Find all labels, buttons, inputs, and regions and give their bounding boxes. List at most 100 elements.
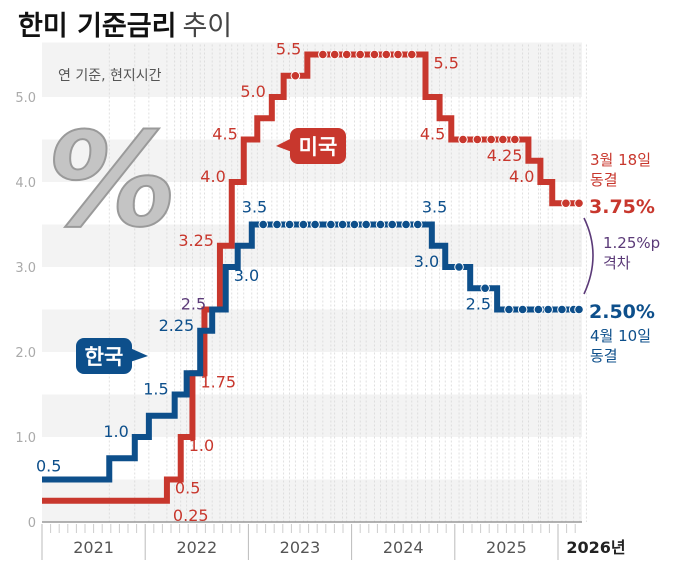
- y-axis: 0 1.0 2.0 3.0 4.0 5.0: [15, 91, 36, 531]
- korea-callout: 한국: [76, 338, 148, 374]
- rate-label: 4.0: [200, 167, 225, 186]
- y-tick-label: 2.0: [15, 346, 36, 361]
- korea-hold-dot: [412, 219, 423, 230]
- svg-text:%: %: [47, 104, 177, 256]
- band: [42, 394, 582, 437]
- us-hold-dot: [393, 49, 403, 60]
- y-tick-label: 4.0: [15, 176, 36, 191]
- title-light: 추이: [182, 11, 232, 42]
- korea-hold-dot: [557, 304, 567, 315]
- korea-hold-dot: [337, 219, 348, 230]
- us-hold-dot: [329, 49, 340, 60]
- gap-bracket: [583, 217, 594, 295]
- rate-label: 3.25: [178, 231, 214, 250]
- y-tick-label: 3.0: [15, 261, 36, 276]
- korea-hold-dot: [361, 219, 371, 230]
- korea-rate-line: [42, 221, 582, 483]
- rate-label: 4.5: [420, 125, 445, 144]
- y-tick-label: 1.0: [15, 431, 36, 446]
- korea-hold-dot: [272, 219, 282, 230]
- us-hold-dot: [486, 134, 496, 145]
- korea-hold-dot: [258, 219, 269, 230]
- us-hold-dot: [574, 198, 584, 209]
- korea-end-value: 2.50%: [589, 301, 655, 323]
- us-end-value: 3.75%: [589, 196, 655, 218]
- gap-value: 1.25%p: [603, 234, 660, 252]
- us-hold-dot: [498, 134, 508, 145]
- us-hold-dot: [381, 49, 392, 60]
- rate-label: 3.0: [414, 252, 439, 271]
- korea-hold-dot: [543, 304, 553, 315]
- us-hold-dot: [458, 134, 468, 145]
- data-labels: 0.25 0.5 1.0 1.75 3.25 4.0 4.5 5.0 5.5 5.5 4.5 4.25…: [36, 40, 534, 525]
- x-tick-label: 2024: [383, 538, 424, 557]
- title-bold: 한미 기준금리: [18, 11, 176, 42]
- korea-hold-dot: [454, 262, 464, 272]
- korea-hold-dot: [349, 219, 360, 230]
- rate-label: 1.0: [189, 436, 214, 455]
- rate-label: 2.5: [466, 295, 491, 314]
- rate-label: 1.75: [200, 372, 236, 391]
- x-tick-label: 2021: [73, 538, 114, 557]
- percent-icon: %: [46, 103, 178, 257]
- rate-label: 0.5: [36, 457, 61, 476]
- korea-hold-dot: [387, 219, 398, 230]
- rate-label: 4.5: [212, 125, 237, 144]
- band: [42, 309, 582, 352]
- us-hold-dot: [407, 49, 417, 60]
- us-end-status: 동결: [590, 171, 618, 189]
- korea-hold-dot: [375, 219, 386, 230]
- rate-label: 5.5: [433, 54, 458, 73]
- rate-label: 3.5: [242, 198, 267, 217]
- us-callout-label: 미국: [299, 135, 338, 159]
- rate-label: 1.5: [143, 380, 168, 399]
- korea-callout-label: 한국: [85, 345, 124, 369]
- us-hold-dot: [561, 198, 571, 209]
- us-hold-dot: [318, 49, 328, 60]
- korea-hold-dot: [517, 304, 528, 315]
- korea-hold-dot: [310, 219, 320, 230]
- x-tick-label: 2023: [280, 538, 321, 557]
- us-end-date: 3월 18일: [590, 151, 651, 169]
- korea-end-status: 동결: [590, 347, 618, 365]
- x-tick-label: 2025: [486, 538, 527, 557]
- korea-end-date: 4월 10일: [590, 327, 651, 345]
- rate-label: 0.5: [175, 479, 200, 498]
- us-hold-dot: [355, 49, 366, 60]
- korea-hold-dot: [298, 219, 309, 230]
- korea-hold-dot: [480, 283, 490, 294]
- us-hold-dot: [290, 70, 301, 81]
- x-tick-label: 2026년: [566, 538, 625, 557]
- rate-label: 4.25: [487, 146, 523, 165]
- rate-label: 1.0: [103, 422, 128, 441]
- us-hold-dot: [472, 134, 483, 145]
- korea-hold-dot: [504, 304, 514, 315]
- y-tick-label: 0: [28, 516, 36, 531]
- us-hold-dot: [369, 49, 380, 60]
- korea-hold-dot: [533, 304, 544, 315]
- series-lines: [42, 49, 584, 504]
- x-axis: 2021 2022 2023 2024 2025 2026년: [41, 521, 626, 560]
- rate-label: 3.0: [234, 266, 259, 285]
- us-rate-line: [42, 51, 582, 504]
- x-tick-label: 2022: [176, 538, 217, 557]
- chart-title: 한미 기준금리 추이: [18, 11, 232, 42]
- gap-label: 격차: [603, 254, 631, 272]
- band: [42, 224, 582, 267]
- rate-label: 4.0: [509, 167, 534, 186]
- us-callout: 미국: [276, 128, 346, 164]
- korea-hold-dot: [284, 219, 295, 230]
- note: 연 기준, 현지시간: [58, 68, 162, 84]
- us-hold-dot: [341, 49, 352, 60]
- rate-label: 0.25: [173, 506, 209, 525]
- vertical-gridlines: [108, 44, 587, 522]
- rate-label: 5.0: [240, 82, 265, 101]
- us-hold-dot: [510, 134, 520, 145]
- rate-label: 2.25: [159, 316, 195, 335]
- korea-hold-dot: [326, 219, 336, 230]
- rate-label: 3.5: [422, 198, 447, 217]
- korea-hold-dot: [401, 219, 411, 230]
- y-tick-label: 5.0: [15, 91, 36, 106]
- rate-label: 5.5: [276, 40, 301, 59]
